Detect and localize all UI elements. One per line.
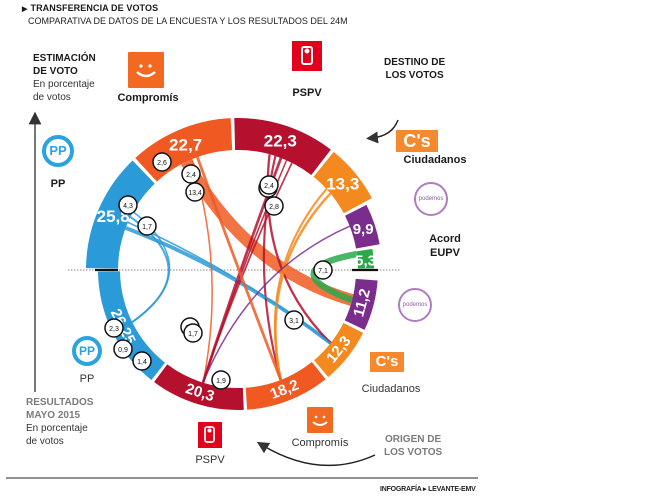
flow-value-bubble xyxy=(183,323,203,343)
flow-chord xyxy=(274,192,332,381)
arc-estimacion-ciudadanos xyxy=(313,151,372,214)
arc-value-label: 9,9 xyxy=(353,221,374,238)
compromis-name-top: Compromís xyxy=(117,92,179,104)
arc-resultados-ciudadanos xyxy=(314,322,364,378)
origen-label: ORIGEN DE LOS VOTOS xyxy=(384,434,443,458)
arc-resultados-pp xyxy=(98,271,165,380)
flow-value-label: 1,7 xyxy=(142,224,152,231)
arc-value-label: 11,2 xyxy=(350,287,374,319)
flow-value-bubble xyxy=(264,196,284,216)
flow-value-bubble xyxy=(152,152,172,172)
arc-value-label: 5,3 xyxy=(355,252,376,269)
arc-value-label: 22,3 xyxy=(264,132,297,151)
destino-label: DESTINO DE LOS VOTOS xyxy=(384,57,446,81)
flow-value-label: 2,4 xyxy=(264,183,274,190)
flow-value-label: 1,7 xyxy=(188,331,198,338)
flow-value-bubble xyxy=(284,310,304,330)
arc-value-label: 20,3 xyxy=(183,380,216,405)
pspv-name-bottom: PSPV xyxy=(195,454,225,466)
flow-value-label: 2,4 xyxy=(186,172,196,179)
flow-value-bubble xyxy=(181,164,201,184)
flow-value-label: 7,1 xyxy=(318,268,328,275)
flow-value-bubble xyxy=(118,195,138,215)
flow-chord xyxy=(196,156,283,381)
flow-value-label: 3,1 xyxy=(289,318,299,325)
flow-chord xyxy=(202,225,350,383)
pp-name-bottom: PP xyxy=(79,373,95,385)
flow-value-bubble xyxy=(132,351,152,371)
arc-estimacion-acordeupv xyxy=(356,248,374,269)
resultados-label: RESULTADOS MAYO 2015 En porcentaje de vo… xyxy=(26,397,94,447)
flow-value-label: 2,8 xyxy=(269,204,279,211)
podemos-logo-bottom: podemos xyxy=(398,288,432,322)
pspv-logo-top xyxy=(292,41,322,71)
arc-estimacion-podemos xyxy=(345,204,380,249)
eupv-name: Acord EUPV xyxy=(429,233,461,259)
flow-chord xyxy=(202,162,293,383)
flow-value-bubble xyxy=(113,339,133,359)
flow-value-label: 13,4 xyxy=(188,190,202,197)
flow-value-label: 1,9 xyxy=(216,378,226,385)
flow-value-label: 2,3 xyxy=(109,326,119,333)
flow-value-label: 2,6 xyxy=(157,160,167,167)
podemos-logo-top: podemos xyxy=(414,182,448,216)
flow-value-bubble xyxy=(104,318,124,338)
credit-line: INFOGRAFÍA ▸ LEVANTE-EMV xyxy=(380,486,476,493)
flow-value-label: 0,9 xyxy=(118,347,128,354)
cs-logo-top: C's xyxy=(396,130,438,152)
destino-arrow xyxy=(366,119,399,144)
chart-subtitle: COMPARATIVA DE DATOS DE LA ENCUESTA Y LO… xyxy=(28,16,348,26)
pp-logo-bottom: PP xyxy=(72,336,102,366)
pp-name-top: PP xyxy=(50,178,66,190)
smiley-icon xyxy=(312,415,328,426)
flow-value-bubble xyxy=(211,370,231,390)
compromis-logo-bottom xyxy=(307,407,333,433)
flow-chord xyxy=(127,221,332,344)
origen-arrow xyxy=(256,441,376,467)
pp-logo-top: PP xyxy=(42,135,74,167)
flow-value-bubble xyxy=(137,216,157,236)
flow-value-bubble xyxy=(259,175,279,195)
fist-rose-icon xyxy=(301,46,313,65)
flow-value-label: 1,4 xyxy=(137,359,147,366)
flow-value-bubble xyxy=(185,182,205,202)
pspv-name-top: PSPV xyxy=(292,87,322,99)
flow-chord xyxy=(310,250,358,304)
fist-rose-icon xyxy=(204,426,215,443)
cs-logo-bottom: C's xyxy=(370,352,404,372)
flow-value-label: 4,3 xyxy=(123,203,133,210)
arc-resultados-podemos xyxy=(344,278,378,330)
smiley-icon xyxy=(136,64,156,78)
compromis-logo-top xyxy=(128,52,164,88)
arc-value-label: 22,7 xyxy=(169,135,202,154)
arc-resultados-comproms xyxy=(245,362,326,410)
triangle-bullet-icon: ▶ xyxy=(22,6,28,13)
flow-value-bubble xyxy=(313,260,333,280)
cs-name-top: Ciudadanos xyxy=(403,154,467,166)
chart-title: ▶ TRANSFERENCIA DE VOTOS xyxy=(22,3,159,13)
cs-name-bottom: Ciudadanos xyxy=(361,383,421,395)
estimacion-label: ESTIMACIÓN DE VOTO En porcentaje de voto… xyxy=(33,53,96,103)
arc-estimacion-pspv xyxy=(234,117,331,175)
arc-resultados-pspv xyxy=(154,364,244,410)
pspv-logo-bottom xyxy=(198,422,222,448)
arc-value-label: 13,3 xyxy=(326,174,359,193)
arc-estimacion-pp xyxy=(86,160,155,269)
compromis-name-bottom: Compromís xyxy=(291,437,349,449)
